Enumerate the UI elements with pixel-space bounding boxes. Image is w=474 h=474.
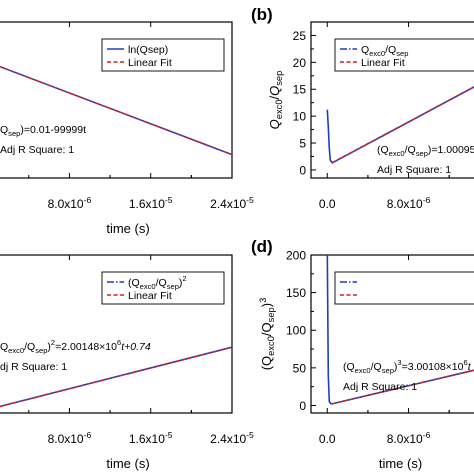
legend-label: (Qexc0/Qsep)2 [128, 274, 187, 291]
fit-r-square: Adj R Square: 1 [0, 144, 74, 156]
series-line-fit [330, 86, 474, 164]
fit-equation: (Qexc0/Qsep)=1.00095 [377, 144, 474, 158]
x-axis-label: time (s) [106, 456, 149, 471]
x-tick-label: 1.6x10-5 [129, 195, 173, 211]
series-line-data [0, 65, 233, 156]
series-line-fit [0, 346, 233, 408]
y-tick-label: 0 [299, 163, 306, 177]
legend-box [334, 38, 474, 72]
series-line-fit [331, 369, 474, 405]
x-tick-label: 2.4x10-5 [210, 430, 254, 446]
fit-r-square: Adj R Square: 1 [343, 381, 417, 393]
plot-frame [310, 21, 474, 179]
y-tick-label: 10 [293, 110, 307, 124]
y-tick-label: 150 [286, 286, 306, 300]
legend-label: ln(Qsep) [128, 44, 168, 56]
panel-label-b: (b) [251, 5, 273, 24]
y-tick-label: 100 [286, 324, 306, 338]
y-axis-label: (Qexc0/Qsep)3 [258, 298, 276, 371]
series-line-data [326, 86, 474, 164]
x-tick-label: 8.0x10-6 [48, 430, 92, 446]
legend-box [101, 38, 225, 72]
x-tick-label: 1.6x10-5 [129, 430, 173, 446]
panel-b: 0.08.0x10-61.60510152025Qexc0/QsepQexc0/… [267, 21, 474, 211]
fit-r-square: dj R Square: 1 [0, 361, 67, 373]
x-axis-label: time (s) [106, 221, 149, 236]
legend-label: Qexc0/Qsep [361, 44, 408, 58]
legend-box [101, 271, 225, 305]
panel-c: 8.0x10-6 1.6x10-5 2.4x10-5 time (s) (Qexc0/Q… [0, 254, 254, 471]
legend-label: Linear Fit [128, 57, 172, 69]
series-line-fit [0, 65, 233, 156]
legend-label: Linear Fit [361, 57, 405, 69]
x-axis-label: time (s) [379, 456, 422, 471]
y-tick-label: 200 [286, 249, 306, 263]
fit-equation: (Qexc0/Qsep)3=3.00108×106t [343, 358, 472, 375]
x-tick-label: 8.0x10-6 [387, 430, 431, 446]
legend-label: Linear Fit [128, 290, 172, 302]
y-axis-label: Qexc0/Qsep [267, 71, 284, 130]
y-tick-label: 5 [299, 137, 306, 151]
y-tick-label: 25 [293, 29, 307, 43]
series-line-data [0, 346, 233, 408]
y-tick-label: 50 [293, 361, 307, 375]
panel-label-d: (d) [251, 237, 273, 256]
x-tick-label: 2.4x10-5 [210, 195, 254, 211]
fit-equation: Qexc0/Qsep)2=2.00148×106t+0.74 [0, 338, 151, 355]
x-tick-label: 0.0 [319, 197, 336, 211]
x-tick-label: 8.0x10-6 [387, 195, 431, 211]
legend-box [334, 271, 474, 305]
fit-equation: Qsep)=0.01-99999t [0, 124, 86, 138]
plot-frame [310, 254, 474, 414]
x-tick-label: 0.0 [319, 432, 336, 446]
y-tick-label: 20 [293, 56, 307, 70]
y-tick-label: 0 [299, 399, 306, 413]
plot-frame [0, 254, 233, 414]
y-tick-label: 15 [293, 83, 307, 97]
x-tick-label: 8.0x10-6 [48, 195, 92, 211]
plot-frame [0, 21, 233, 179]
fit-r-square: Adj R Square: 1 [377, 164, 451, 176]
panel-a: 8.0x10-6 1.6x10-5 2.4x10-5 time (s) ln(Qsep)… [0, 21, 254, 236]
